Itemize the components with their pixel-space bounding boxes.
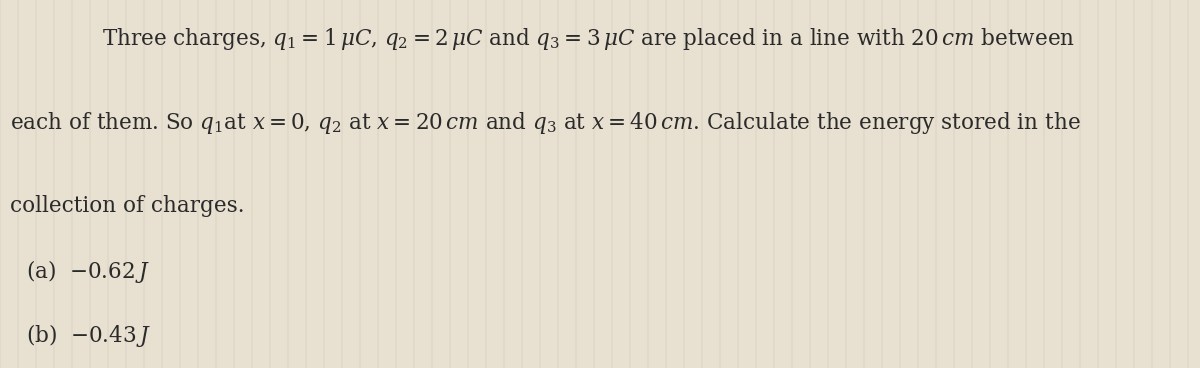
Text: each of them. So $q_1$at $x = 0$, $q_2$ at $x = 20\,cm$ and $q_3$ at $x = 40\,cm: each of them. So $q_1$at $x = 0$, $q_2$ … bbox=[10, 110, 1080, 137]
Text: Three charges, $q_1 = 1\,\mu C$, $q_2 = 2\,\mu C$ and $q_3 = 3\,\mu C$ are place: Three charges, $q_1 = 1\,\mu C$, $q_2 = … bbox=[102, 26, 1075, 52]
Text: (b)  $-0.43\,J$: (b) $-0.43\,J$ bbox=[26, 322, 151, 349]
Text: collection of charges.: collection of charges. bbox=[10, 195, 244, 217]
Text: (a)  $-0.62\,J$: (a) $-0.62\,J$ bbox=[26, 258, 150, 284]
